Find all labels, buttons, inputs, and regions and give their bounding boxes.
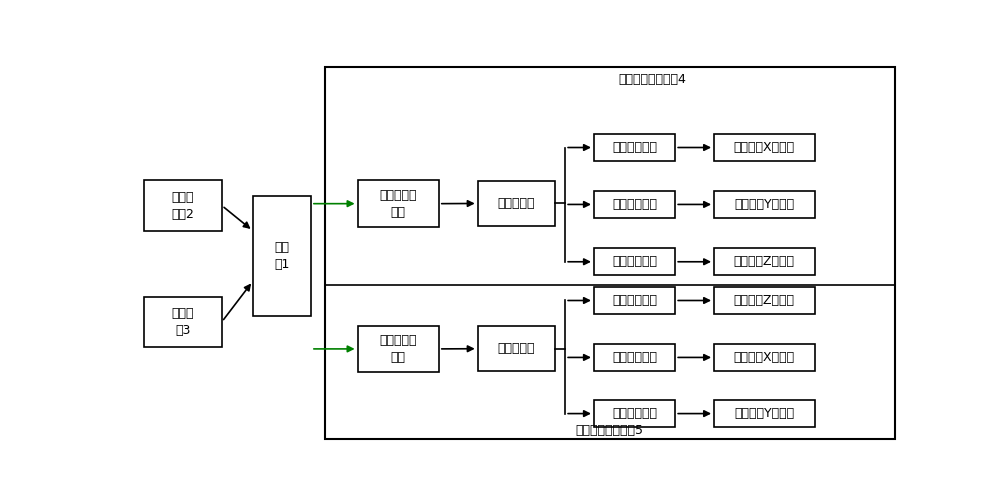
Text: 深度感
应器2: 深度感 应器2	[172, 191, 195, 221]
Bar	[714, 248, 815, 275]
Bar	[714, 344, 815, 371]
Text: 电机控制电
路板: 电机控制电 路板	[379, 189, 417, 219]
Bar	[253, 196, 311, 316]
Bar	[594, 134, 675, 161]
Text: 电机驱动器: 电机驱动器	[498, 197, 535, 210]
Bar	[714, 191, 815, 218]
Text: 第五步进电机: 第五步进电机	[612, 351, 657, 364]
Text: 运动轴（Z方向）: 运动轴（Z方向）	[734, 255, 795, 268]
Bar	[594, 191, 675, 218]
Bar	[714, 287, 815, 314]
Text: 运动轴（X方向）: 运动轴（X方向）	[734, 351, 795, 364]
Text: 旋转运动控制机构5: 旋转运动控制机构5	[575, 424, 643, 437]
Bar	[144, 297, 222, 347]
Bar	[594, 344, 675, 371]
Bar	[594, 287, 675, 314]
Bar	[478, 326, 555, 371]
Bar	[358, 181, 439, 227]
Text: 运动轴（Z方向）: 运动轴（Z方向）	[734, 294, 795, 307]
Text: 第三步进电机: 第三步进电机	[612, 255, 657, 268]
Text: 超声探
头3: 超声探 头3	[172, 307, 194, 337]
Text: 第六步进电机: 第六步进电机	[612, 407, 657, 420]
Text: 计算
机1: 计算 机1	[274, 241, 290, 271]
Text: 第二步进电机: 第二步进电机	[612, 198, 657, 211]
Text: 三维运动控制机构4: 三维运动控制机构4	[618, 73, 686, 86]
Text: 运动轴（Y方向）: 运动轴（Y方向）	[734, 198, 794, 211]
Bar	[594, 248, 675, 275]
Text: 运动轴（Y方向）: 运动轴（Y方向）	[734, 407, 794, 420]
Bar	[714, 400, 815, 427]
Text: 运动轴（X方向）: 运动轴（X方向）	[734, 141, 795, 154]
Text: 电机驱动器: 电机驱动器	[498, 342, 535, 355]
Text: 第四步进电机: 第四步进电机	[612, 294, 657, 307]
Bar	[594, 400, 675, 427]
Bar	[358, 325, 439, 372]
Text: 第一步进电机: 第一步进电机	[612, 141, 657, 154]
Bar	[714, 134, 815, 161]
Bar	[144, 181, 222, 231]
Text: 电机控制电
路板: 电机控制电 路板	[379, 334, 417, 364]
Bar	[478, 181, 555, 226]
Bar	[325, 67, 895, 439]
